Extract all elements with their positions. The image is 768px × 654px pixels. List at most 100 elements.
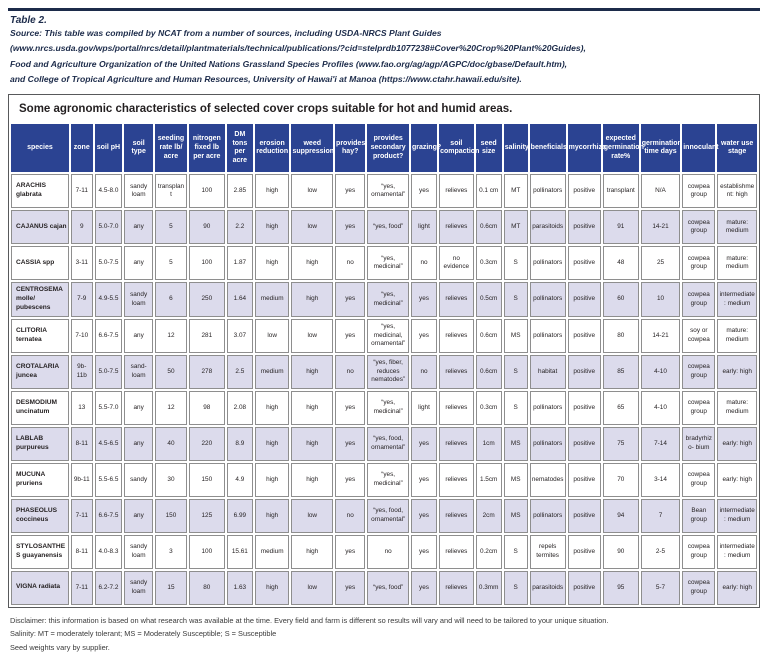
table-cell: low — [254, 318, 290, 353]
table-cell: high — [254, 390, 290, 425]
column-header: soil compaction — [439, 124, 479, 173]
table-cell: positive — [567, 390, 601, 425]
footnote-seed-weights: Seed weights vary by supplier. — [10, 642, 110, 652]
table-cell: 65 — [602, 390, 639, 425]
table-cell: 5.5-7.0 — [94, 390, 123, 425]
table-cell: 0.6cm — [475, 210, 502, 245]
table-cell: 150 — [155, 498, 187, 533]
table-label: Table 2. — [10, 15, 47, 26]
table-cell: high — [291, 246, 334, 281]
table-cell: relieves — [439, 354, 474, 389]
table-cell: 100 — [188, 174, 225, 209]
table-cell: cowpea group — [682, 246, 716, 281]
species-cell: CROTALARIA juncea — [11, 354, 69, 389]
table-cell: no evidence — [439, 246, 474, 281]
table-cell: positive — [567, 426, 601, 461]
table-cell: 5-7 — [640, 570, 681, 605]
table-cell: S — [503, 390, 528, 425]
table-cell: cowpea group — [682, 570, 716, 605]
table-cell: 13 — [70, 390, 93, 425]
table-cell: 90 — [602, 534, 639, 569]
column-header: grazing? — [410, 124, 441, 173]
table-cell: high — [254, 210, 290, 245]
table-cell: 10 — [640, 282, 681, 317]
table-cell: high — [254, 426, 290, 461]
species-cell: CLITORIA ternatea — [11, 318, 69, 353]
table-cell: 14-21 — [640, 318, 681, 353]
table-row: PHASEOLUS coccineus 7-11 6.6-7.5 any 150 125 6… — [11, 498, 757, 533]
table-cell: positive — [567, 570, 601, 605]
table-cell: 4.5-8.0 — [94, 174, 123, 209]
table-cell: MS — [503, 462, 528, 497]
table-cell: positive — [567, 282, 601, 317]
table-cell: yes — [410, 426, 438, 461]
table-cell: pollinators — [529, 426, 566, 461]
table-cell: “yes, medicinal, ornamental” — [367, 318, 409, 353]
table-cell: high — [254, 498, 290, 533]
table-cell: 8-11 — [70, 426, 93, 461]
species-cell: CAJANUS cajan — [11, 210, 69, 245]
table-cell: high — [291, 354, 334, 389]
table-cell: relieves — [439, 498, 474, 533]
table-cell: 220 — [188, 426, 225, 461]
table-cell: yes — [410, 498, 438, 533]
column-header: germination time days — [640, 124, 682, 173]
table-cell: low — [291, 318, 334, 353]
table-cell: repels termites — [529, 534, 566, 569]
table-cell: early: high — [717, 462, 757, 497]
table-cell: sandy loam — [124, 570, 154, 605]
table-cell: MS — [503, 318, 528, 353]
table-cell: transplant — [155, 174, 187, 209]
table-cell: positive — [567, 318, 601, 353]
table-cell: 94 — [602, 498, 639, 533]
table-cell: early: high — [717, 354, 757, 389]
table-cell: 2cm — [475, 498, 502, 533]
table-cell: low — [291, 570, 334, 605]
table-cell: mature: medium — [717, 246, 757, 281]
table-cell: 50 — [155, 354, 187, 389]
table-cell: 4.9 — [226, 462, 253, 497]
species-cell: DESMODIUM uncinatum — [11, 390, 69, 425]
table-cell: no — [410, 246, 438, 281]
species-cell: CENTROSEMA molle/ pubescens — [11, 282, 69, 317]
table-cell: 0.6cm — [475, 318, 502, 353]
table-title: Some agronomic characteristics of select… — [9, 95, 759, 123]
table-cell: “yes, medicinal” — [367, 282, 409, 317]
table-row: DESMODIUM uncinatum 13 5.5-7.0 any 12 98 2.08 h… — [11, 390, 757, 425]
table-cell: early: high — [717, 426, 757, 461]
table-cell: 4.0-8.3 — [94, 534, 123, 569]
table-cell: cowpea group — [682, 174, 716, 209]
table-cell: 8-11 — [70, 534, 93, 569]
table-cell: no — [335, 246, 366, 281]
table-cell: any — [124, 318, 154, 353]
table-cell: high — [291, 462, 334, 497]
footnote-disclaimer: Disclaimer: this information is based on… — [10, 615, 609, 625]
table-cell: 85 — [602, 354, 639, 389]
table-cell: “yes, food, ornamental” — [367, 498, 409, 533]
table-cell: 1cm — [475, 426, 502, 461]
column-header: provides secondary product? — [367, 124, 409, 173]
table-cell: MT — [503, 210, 528, 245]
table-cell: 8.9 — [226, 426, 253, 461]
table-cell: high — [291, 534, 334, 569]
table-cell: positive — [567, 498, 601, 533]
column-header: soil pH — [94, 124, 123, 173]
column-header: water use stage — [717, 124, 757, 173]
table-cell: high — [291, 282, 334, 317]
table-cell: mature: medium — [717, 318, 757, 353]
table-cell: 9b-11b — [70, 354, 93, 389]
table-cell: yes — [335, 318, 366, 353]
table-cell: high — [254, 246, 290, 281]
table-cell: yes — [335, 570, 366, 605]
footnote-salinity: Salinity: MT = moderately tolerant; MS =… — [10, 629, 277, 639]
table-cell: pollinators — [529, 246, 566, 281]
table-cell: 7-10 — [70, 318, 93, 353]
table-cell: 0.6cm — [475, 354, 502, 389]
table-cell: 75 — [602, 426, 639, 461]
source-line: Source: This table was compiled by NCAT … — [10, 28, 442, 38]
species-cell: PHASEOLUS coccineus — [11, 498, 69, 533]
table-cell: yes — [335, 282, 366, 317]
table-cell: 250 — [188, 282, 225, 317]
column-header: seed size — [475, 124, 502, 173]
